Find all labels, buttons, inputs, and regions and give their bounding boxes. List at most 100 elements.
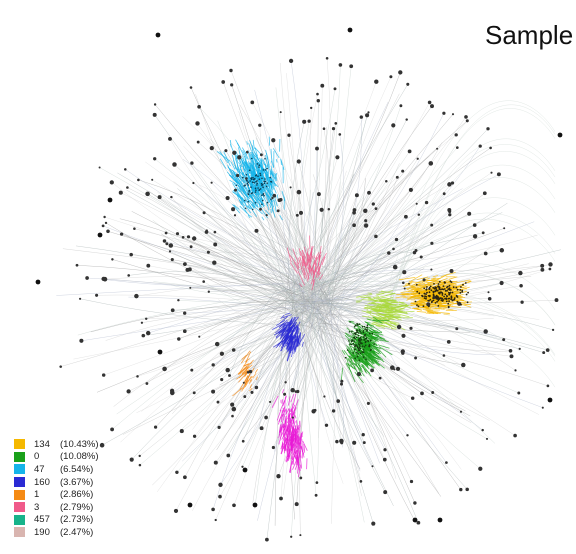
cluster-edge bbox=[294, 329, 298, 340]
node bbox=[225, 195, 230, 201]
edge bbox=[229, 283, 282, 376]
node bbox=[371, 465, 374, 468]
edge bbox=[312, 102, 389, 288]
legend-swatch bbox=[14, 477, 25, 488]
cluster-edge bbox=[414, 289, 420, 292]
node bbox=[387, 251, 391, 255]
cluster-edge bbox=[364, 351, 377, 359]
node bbox=[254, 228, 259, 233]
cluster-edge bbox=[294, 461, 299, 470]
node bbox=[465, 119, 469, 123]
cluster-edge bbox=[405, 310, 415, 313]
cluster-edge bbox=[440, 286, 444, 289]
legend-swatch bbox=[14, 514, 25, 525]
node bbox=[244, 207, 247, 210]
cluster-edge bbox=[290, 339, 293, 353]
node bbox=[264, 158, 266, 160]
legend-swatch bbox=[14, 489, 25, 500]
node bbox=[136, 375, 139, 378]
node bbox=[258, 123, 262, 127]
cluster-edge bbox=[313, 259, 316, 264]
edge bbox=[131, 297, 310, 460]
cluster-edge bbox=[294, 425, 296, 434]
node bbox=[447, 182, 452, 187]
node bbox=[111, 258, 114, 261]
node bbox=[244, 199, 246, 202]
cluster-edge bbox=[253, 197, 263, 209]
cluster-edge bbox=[289, 433, 291, 438]
node bbox=[232, 150, 237, 155]
cluster-edge bbox=[352, 356, 361, 365]
edge bbox=[333, 134, 344, 278]
node bbox=[432, 286, 435, 289]
edge bbox=[389, 108, 556, 302]
node bbox=[464, 282, 467, 284]
node bbox=[363, 338, 366, 341]
cluster-edge bbox=[268, 179, 272, 188]
node bbox=[224, 149, 228, 153]
edge bbox=[306, 252, 389, 314]
node bbox=[461, 289, 464, 292]
legend-swatch bbox=[14, 502, 25, 513]
node bbox=[179, 429, 184, 434]
node bbox=[153, 103, 157, 106]
node bbox=[202, 280, 206, 283]
edge bbox=[104, 216, 309, 294]
cluster-edge bbox=[285, 408, 288, 415]
edge bbox=[315, 114, 454, 283]
edge bbox=[304, 294, 468, 490]
cluster-edge bbox=[235, 156, 238, 162]
node bbox=[394, 237, 399, 242]
node bbox=[402, 281, 405, 285]
edge bbox=[220, 281, 323, 485]
edge bbox=[326, 293, 548, 351]
node bbox=[250, 177, 253, 179]
node bbox=[307, 119, 311, 123]
cluster-edge bbox=[374, 354, 385, 363]
node bbox=[271, 445, 275, 450]
cluster-edge bbox=[240, 201, 245, 207]
node bbox=[245, 177, 248, 180]
node bbox=[338, 133, 342, 136]
hub-node bbox=[347, 27, 353, 33]
edge bbox=[219, 316, 313, 497]
hub-node bbox=[252, 502, 258, 508]
cluster-edge bbox=[372, 329, 379, 332]
node bbox=[202, 211, 206, 215]
cluster-edge bbox=[293, 262, 299, 270]
cluster-edge bbox=[286, 338, 297, 353]
node bbox=[98, 166, 101, 169]
cluster-edge bbox=[294, 415, 297, 419]
edge bbox=[389, 273, 556, 326]
cluster-edge bbox=[375, 314, 383, 318]
node bbox=[220, 378, 224, 382]
cluster-edge bbox=[291, 346, 295, 358]
cluster-edge bbox=[273, 181, 279, 188]
legend-percentage: (10.08%) bbox=[60, 451, 99, 463]
edge bbox=[203, 307, 314, 325]
cluster-edge bbox=[287, 336, 293, 342]
legend-swatch bbox=[14, 439, 25, 450]
edge bbox=[182, 116, 312, 286]
edge bbox=[258, 295, 320, 429]
node bbox=[126, 389, 131, 394]
cluster-edge bbox=[356, 293, 373, 298]
edge bbox=[177, 233, 309, 299]
cluster-edge bbox=[313, 254, 315, 259]
node bbox=[348, 331, 351, 333]
node bbox=[269, 176, 272, 179]
node bbox=[104, 221, 108, 225]
cluster-edge bbox=[275, 173, 278, 182]
edge bbox=[62, 248, 320, 288]
hub-node bbox=[557, 132, 563, 138]
cluster-edge bbox=[297, 334, 306, 347]
node bbox=[435, 289, 438, 292]
node bbox=[448, 288, 451, 291]
node bbox=[389, 75, 393, 79]
node bbox=[251, 181, 254, 183]
edge bbox=[311, 119, 407, 293]
node bbox=[257, 187, 259, 189]
edge bbox=[330, 66, 352, 317]
cluster-edge bbox=[244, 370, 252, 387]
cluster-edge bbox=[367, 292, 372, 295]
